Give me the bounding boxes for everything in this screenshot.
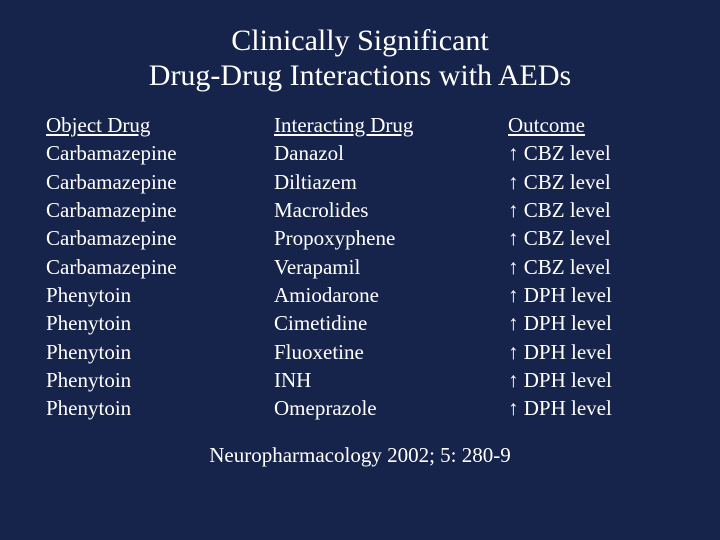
cell-interacting-drug: INH <box>274 366 508 394</box>
table-row: Carbamazepine Verapamil ↑ CBZ level <box>46 253 674 281</box>
cell-object-drug: Phenytoin <box>46 366 274 394</box>
cell-outcome: ↑ CBZ level <box>508 253 674 281</box>
cell-object-drug: Carbamazepine <box>46 253 274 281</box>
table-row: Carbamazepine Macrolides ↑ CBZ level <box>46 196 674 224</box>
cell-object-drug: Carbamazepine <box>46 139 274 167</box>
cell-interacting-drug: Danazol <box>274 139 508 167</box>
cell-outcome: ↑ DPH level <box>508 281 674 309</box>
cell-interacting-drug: Diltiazem <box>274 168 508 196</box>
cell-interacting-drug: Cimetidine <box>274 309 508 337</box>
cell-outcome: ↑ DPH level <box>508 309 674 337</box>
table-row: Carbamazepine Propoxyphene ↑ CBZ level <box>46 224 674 252</box>
table-row: Phenytoin Cimetidine ↑ DPH level <box>46 309 674 337</box>
cell-outcome: ↑ DPH level <box>508 394 674 422</box>
cell-object-drug: Carbamazepine <box>46 168 274 196</box>
slide-title: Clinically Significant Drug-Drug Interac… <box>0 0 720 111</box>
citation: Neuropharmacology 2002; 5: 280-9 <box>0 443 720 468</box>
cell-outcome: ↑ CBZ level <box>508 224 674 252</box>
cell-outcome: ↑ DPH level <box>508 338 674 366</box>
cell-object-drug: Carbamazepine <box>46 196 274 224</box>
cell-object-drug: Phenytoin <box>46 338 274 366</box>
table-row: Phenytoin INH ↑ DPH level <box>46 366 674 394</box>
table-row: Phenytoin Omeprazole ↑ DPH level <box>46 394 674 422</box>
cell-object-drug: Phenytoin <box>46 394 274 422</box>
cell-outcome: ↑ CBZ level <box>508 139 674 167</box>
table-row: Carbamazepine Diltiazem ↑ CBZ level <box>46 168 674 196</box>
title-line-2: Drug-Drug Interactions with AEDs <box>0 59 720 94</box>
cell-interacting-drug: Propoxyphene <box>274 224 508 252</box>
cell-interacting-drug: Amiodarone <box>274 281 508 309</box>
cell-object-drug: Phenytoin <box>46 281 274 309</box>
cell-outcome: ↑ DPH level <box>508 366 674 394</box>
cell-object-drug: Phenytoin <box>46 309 274 337</box>
cell-outcome: ↑ CBZ level <box>508 196 674 224</box>
table-row: Phenytoin Fluoxetine ↑ DPH level <box>46 338 674 366</box>
title-line-1: Clinically Significant <box>0 24 720 59</box>
interaction-table: Object Drug Interacting Drug Outcome Car… <box>0 111 720 423</box>
table-row: Phenytoin Amiodarone ↑ DPH level <box>46 281 674 309</box>
table-header-row: Object Drug Interacting Drug Outcome <box>46 111 674 139</box>
table-row: Carbamazepine Danazol ↑ CBZ level <box>46 139 674 167</box>
header-object-drug: Object Drug <box>46 111 274 139</box>
cell-outcome: ↑ CBZ level <box>508 168 674 196</box>
cell-interacting-drug: Verapamil <box>274 253 508 281</box>
cell-interacting-drug: Omeprazole <box>274 394 508 422</box>
header-outcome: Outcome <box>508 111 674 139</box>
header-interacting-drug: Interacting Drug <box>274 111 508 139</box>
cell-interacting-drug: Macrolides <box>274 196 508 224</box>
cell-object-drug: Carbamazepine <box>46 224 274 252</box>
cell-interacting-drug: Fluoxetine <box>274 338 508 366</box>
